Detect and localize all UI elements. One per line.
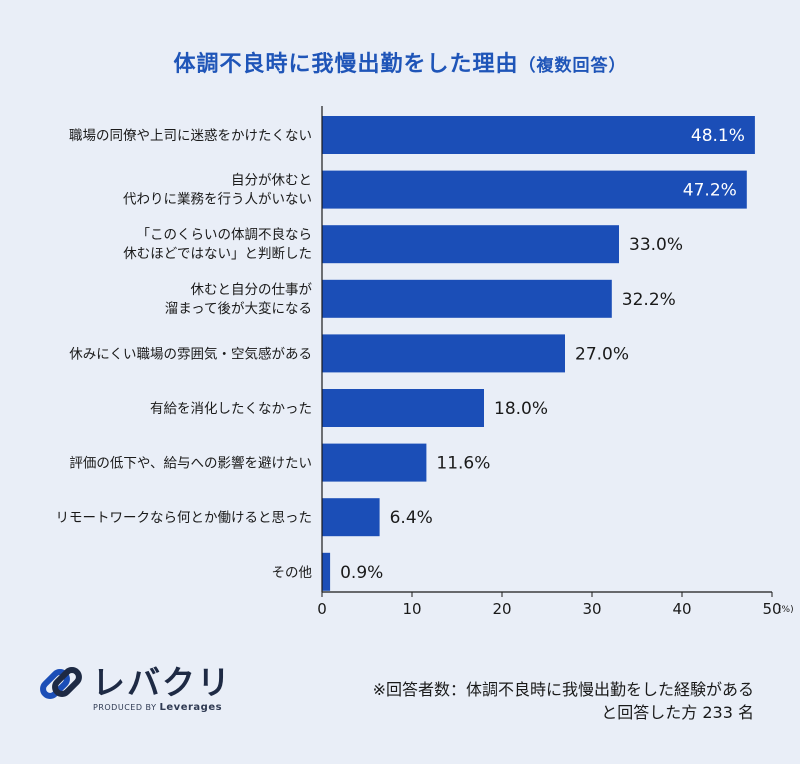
category-label: 有給を消化したくなかった bbox=[150, 401, 312, 417]
bar bbox=[322, 498, 380, 537]
footnote-line-2: と回答した方 233 名 bbox=[601, 703, 754, 722]
bar bbox=[322, 389, 484, 427]
data-label: 0.9% bbox=[340, 563, 383, 583]
brand-logo: レバクリ PRODUCED BY Leverages bbox=[38, 656, 238, 720]
bar bbox=[322, 170, 747, 209]
category-label: 職場の同僚や上司に迷惑をかけたくない bbox=[69, 128, 312, 144]
data-label: 11.6% bbox=[436, 454, 490, 474]
category-label: 評価の低下や、給与への影響を避けたい bbox=[69, 455, 312, 472]
category-label: その他 bbox=[272, 565, 313, 581]
footnote-line-1: ※回答者数：体調不良時に我慢出勤をした経験がある bbox=[372, 680, 754, 699]
x-tick-label: 40 bbox=[672, 600, 691, 618]
x-tick-label: 50 bbox=[762, 600, 781, 618]
chain-link-icon bbox=[40, 667, 82, 699]
data-label: 47.2% bbox=[683, 181, 737, 201]
category-label: 休むと自分の仕事が溜まって後が大変になる bbox=[165, 282, 313, 317]
category-label: 休みにくい職場の雰囲気・空気感がある bbox=[69, 345, 312, 362]
category-label: 「このくらいの体調不良なら休むほどではない」と判断した bbox=[123, 227, 312, 262]
bar bbox=[322, 116, 755, 154]
category-label: リモートワークなら何とか働けると思った bbox=[56, 510, 313, 526]
x-tick-label: 10 bbox=[402, 600, 421, 618]
data-label: 48.1% bbox=[691, 126, 745, 146]
produced-by: PRODUCED BY Leverages bbox=[93, 702, 222, 713]
respondent-footnote: ※回答者数：体調不良時に我慢出勤をした経験がある と回答した方 233 名 bbox=[274, 678, 754, 724]
x-tick-label: 20 bbox=[492, 600, 511, 618]
bar bbox=[322, 443, 427, 482]
data-label: 32.2% bbox=[622, 290, 676, 310]
bar bbox=[322, 225, 619, 264]
company-name: Leverages bbox=[159, 702, 223, 713]
produced-by-label: PRODUCED BY bbox=[93, 703, 157, 712]
data-label: 27.0% bbox=[575, 344, 629, 364]
brand-name: レバクリ bbox=[92, 663, 232, 702]
chart-title-main: 体調不良時に我慢出勤をした理由 bbox=[173, 52, 519, 77]
bar bbox=[322, 279, 612, 318]
x-axis-unit: (%) bbox=[778, 605, 794, 615]
data-label: 33.0% bbox=[629, 235, 683, 255]
category-label: 自分が休むと代わりに業務を行う人がいない bbox=[123, 173, 312, 208]
bar bbox=[322, 334, 565, 373]
chart-subtitle: （複数回答） bbox=[518, 56, 627, 76]
bar-chart: 48.1% 職場の同僚や上司に迷惑をかけたくない 47.2% 自分が休むと代わりに業務… bbox=[56, 106, 794, 618]
data-label: 6.4% bbox=[390, 508, 433, 528]
chart-title: 体調不良時に我慢出勤をした理由（複数回答） bbox=[0, 46, 800, 78]
x-tick-label: 0 bbox=[317, 600, 327, 618]
data-label: 18.0% bbox=[494, 399, 548, 419]
x-tick-label: 30 bbox=[582, 600, 601, 618]
bar bbox=[322, 552, 331, 591]
